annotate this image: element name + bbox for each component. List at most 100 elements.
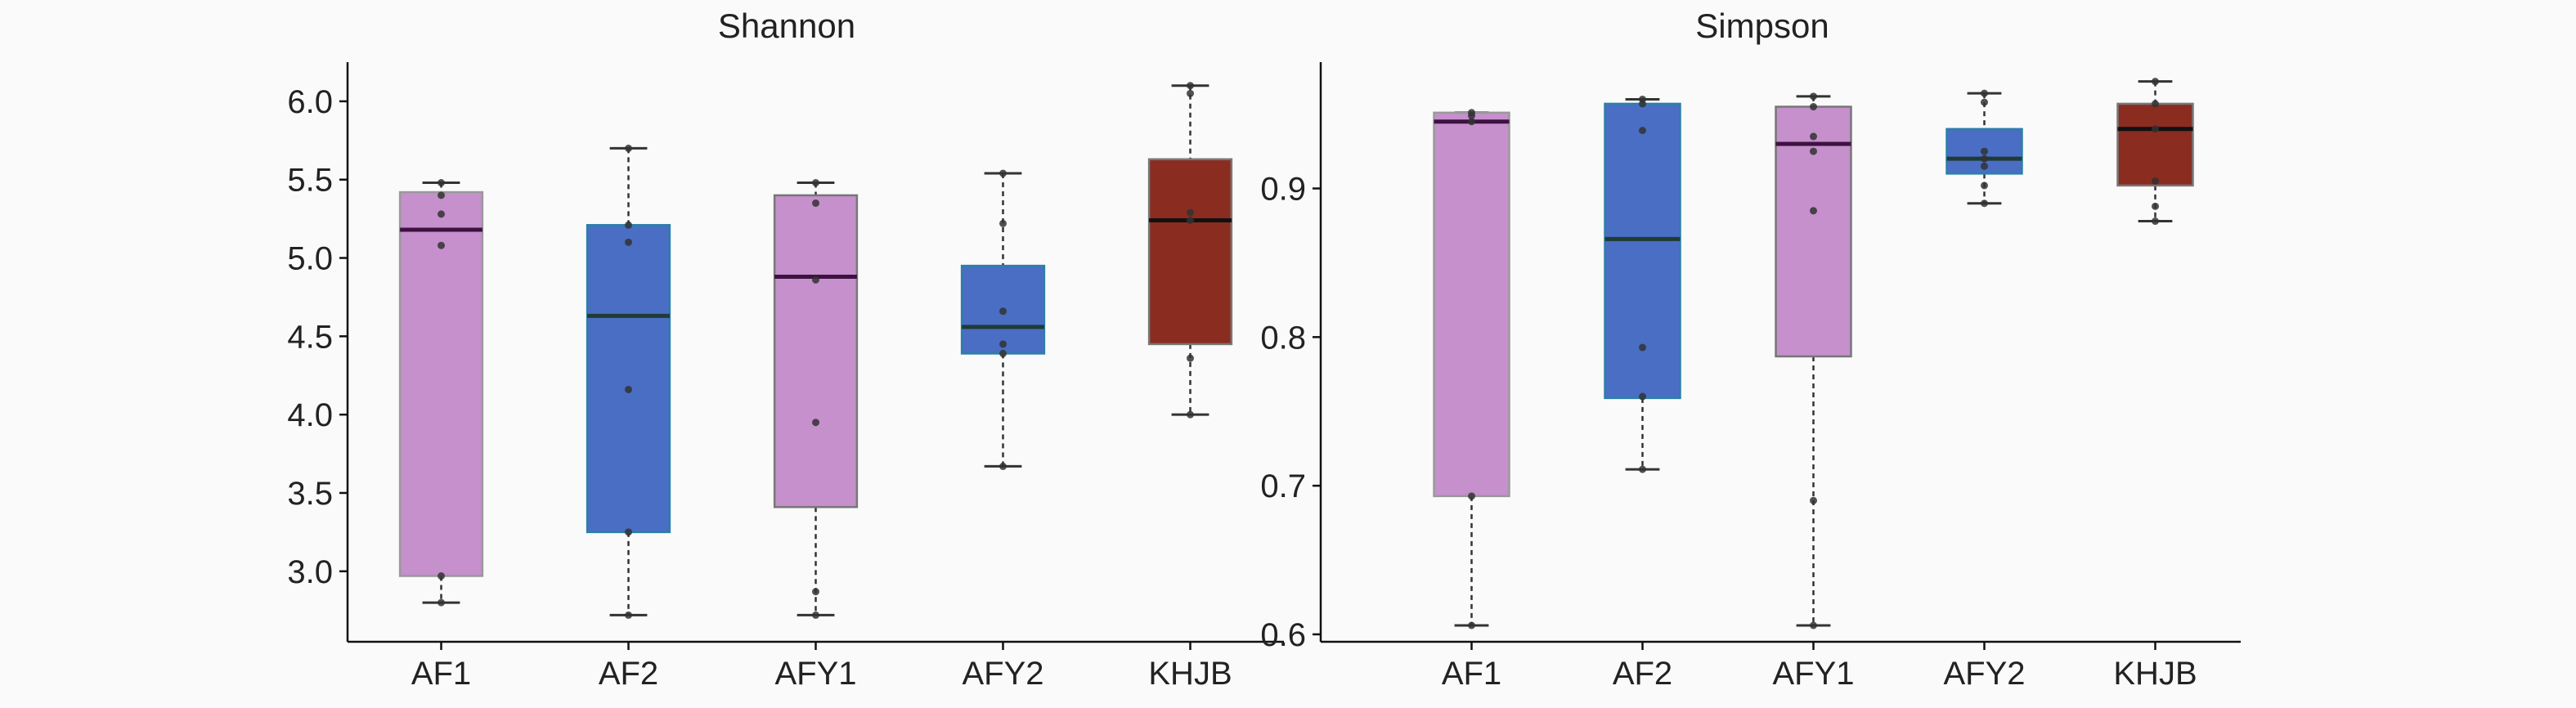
data-point — [625, 528, 632, 536]
y-tick-label: 0.7 — [1260, 468, 1306, 504]
data-point — [625, 238, 632, 246]
box-af2 — [586, 144, 671, 619]
box-body — [1147, 158, 1233, 346]
y-tick-label: 3.0 — [287, 554, 333, 590]
y-tick-label: 0.8 — [1260, 320, 1306, 356]
data-point — [1187, 354, 1194, 362]
data-point — [812, 199, 819, 207]
x-tick-label: KHJB — [2113, 656, 2197, 692]
data-point — [1468, 109, 1475, 117]
data-point — [1810, 621, 1817, 630]
data-point — [1981, 89, 1988, 97]
data-point — [625, 144, 632, 152]
data-point — [1468, 621, 1475, 630]
data-point — [999, 219, 1007, 227]
box-body — [398, 190, 484, 577]
data-point — [1639, 392, 1646, 401]
box-khjb — [1147, 82, 1233, 419]
box-body — [1433, 111, 1510, 498]
data-point — [1639, 465, 1646, 473]
chart-title: Shannon — [718, 7, 855, 45]
y-tick-label: 6.0 — [287, 84, 333, 120]
data-point — [999, 307, 1007, 316]
data-point — [625, 611, 632, 619]
data-point — [999, 169, 1007, 177]
data-point — [812, 611, 819, 619]
simpson-panel: Simpson 0.6 0.7 0.8 0.9 AF1 AF2 AFY1 AFY2 KHJB — [1260, 7, 2241, 692]
data-point — [438, 210, 445, 218]
y-tick-label: 5.5 — [287, 163, 333, 199]
x-tick-label: AFY2 — [962, 656, 1043, 692]
data-point — [1187, 82, 1194, 90]
box-afy2 — [960, 169, 1046, 470]
data-point — [2152, 177, 2159, 185]
y-tick-label: 0.9 — [1260, 172, 1306, 208]
y-tick-label: 4.0 — [287, 397, 333, 433]
x-tick-label: AFY1 — [1772, 656, 1854, 692]
chart-title: Simpson — [1695, 7, 1829, 45]
data-point — [1810, 103, 1817, 111]
x-tick-label: AF2 — [599, 656, 658, 692]
data-point — [1981, 98, 1988, 106]
y-tick-label: 5.0 — [287, 241, 333, 277]
data-point — [812, 419, 819, 427]
data-point — [999, 340, 1007, 348]
box-af2 — [1604, 95, 1681, 473]
data-point — [625, 221, 632, 229]
data-point — [2152, 202, 2159, 210]
data-point — [2152, 125, 2159, 133]
x-tick-label: KHJB — [1148, 656, 1232, 692]
box-body — [2116, 102, 2194, 187]
box-khjb — [2116, 78, 2194, 226]
box-afy1 — [773, 179, 859, 619]
data-point — [999, 462, 1007, 470]
box-body — [586, 224, 671, 534]
data-point — [438, 572, 445, 580]
box-body — [773, 194, 859, 509]
data-point — [2152, 78, 2159, 86]
data-point — [812, 276, 819, 284]
data-point — [1981, 162, 1988, 170]
y-tick-label: 3.5 — [287, 476, 333, 512]
shannon-panel: Shannon 3.0 3.5 4.0 4.5 5.0 5.5 6.0 AF1 AF2 AFY1 AF… — [287, 7, 1284, 692]
data-point — [1981, 155, 1988, 163]
x-tick-label: AFY2 — [1943, 656, 2025, 692]
data-point — [1639, 95, 1646, 103]
data-point — [1981, 147, 1988, 155]
data-point — [1468, 118, 1475, 126]
y-tick-label: 0.6 — [1260, 617, 1306, 653]
x-tick-label: AF1 — [1442, 656, 1501, 692]
box-afy2 — [1945, 89, 2023, 208]
data-point — [438, 179, 445, 187]
data-point — [1187, 208, 1194, 217]
x-tick-label: AF2 — [1613, 656, 1672, 692]
data-point — [1187, 410, 1194, 419]
data-point — [1810, 207, 1817, 215]
data-point — [812, 588, 819, 596]
data-point — [1639, 343, 1646, 352]
data-point — [2152, 100, 2159, 108]
data-point — [1810, 147, 1817, 155]
data-point — [812, 179, 819, 187]
data-point — [1810, 496, 1817, 504]
data-point — [2152, 217, 2159, 226]
data-point — [438, 191, 445, 199]
box-af1 — [398, 179, 484, 607]
box-afy1 — [1775, 92, 1852, 630]
y-tick-label: 4.5 — [287, 319, 333, 355]
data-point — [438, 598, 445, 607]
box-body — [1604, 102, 1681, 400]
data-point — [438, 241, 445, 249]
data-point — [1810, 132, 1817, 141]
data-point — [1810, 92, 1817, 101]
x-tick-label: AFY1 — [774, 656, 856, 692]
data-point — [999, 349, 1007, 357]
data-point — [1981, 181, 1988, 190]
box-af1 — [1433, 109, 1510, 630]
data-point — [1468, 492, 1475, 500]
data-point — [1639, 127, 1646, 135]
data-point — [1187, 89, 1194, 97]
data-point — [1187, 217, 1194, 225]
data-point — [1981, 199, 1988, 208]
